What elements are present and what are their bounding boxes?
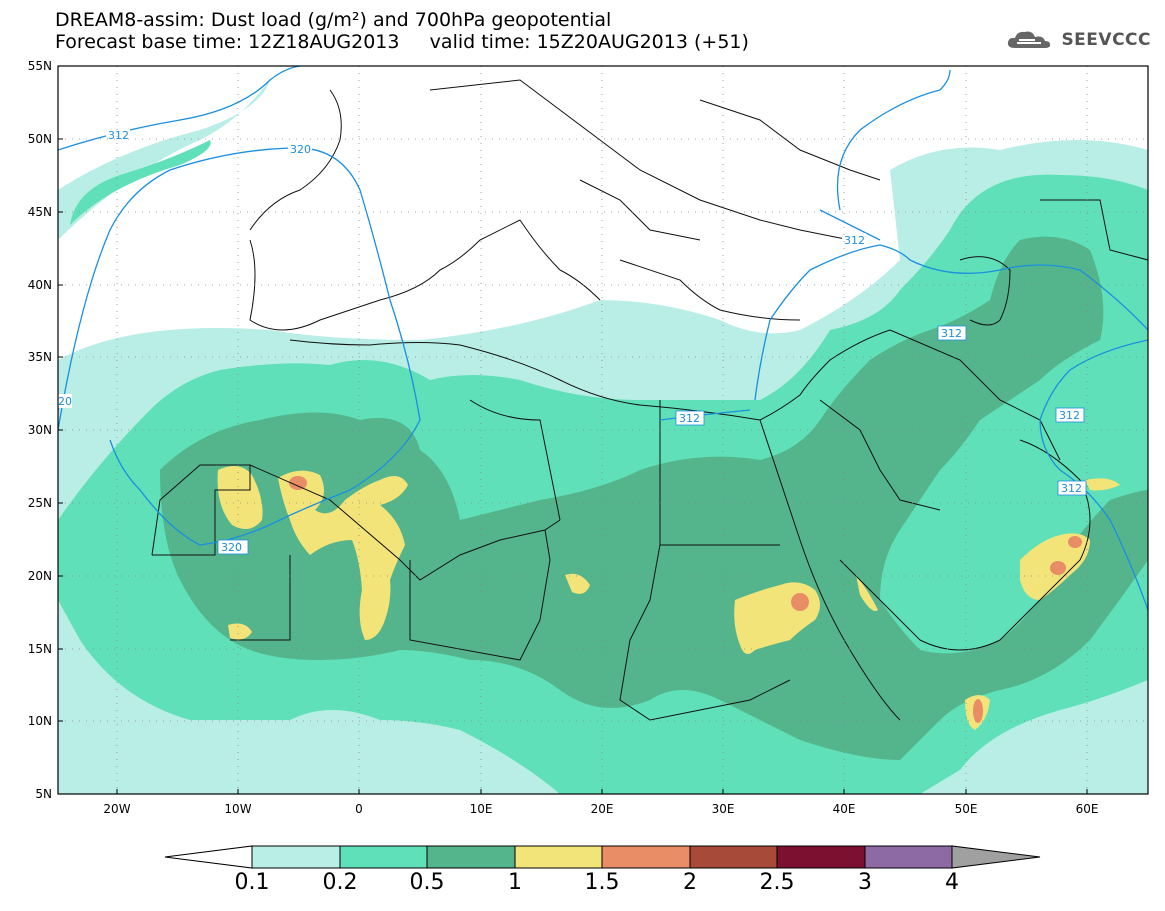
dust-level-0-5 — [160, 236, 1148, 760]
contour-label: 312 — [941, 327, 962, 340]
colorbar-label: 0.5 — [409, 870, 445, 895]
chart-title-line-2: Forecast base time: 12Z18AUG2013 valid t… — [55, 31, 749, 53]
colorbar-lower-arrow — [164, 845, 253, 869]
colorbar-label: 1.5 — [584, 870, 620, 895]
country-borders — [151, 79, 1148, 721]
colorbar-swatch — [426, 845, 516, 869]
colorbar-label: 0.2 — [322, 870, 358, 895]
contour-label: 320 — [221, 541, 242, 554]
lon-label: 10E — [470, 802, 493, 816]
colorbar-swatch — [864, 845, 953, 869]
latitude-ticks — [58, 138, 63, 722]
colorbar-label: 2 — [683, 870, 697, 895]
lon-label: 30E — [712, 802, 735, 816]
lon-label: 20E — [591, 802, 614, 816]
lat-label: 40N — [28, 278, 52, 292]
contour-label: 312 — [108, 129, 129, 142]
graticule — [58, 66, 1148, 794]
seevccc-logo: SEEVCCC — [1005, 28, 1151, 52]
contour-label: 312 — [1059, 409, 1080, 422]
lat-label: 15N — [28, 642, 52, 656]
lat-label: 45N — [28, 205, 52, 219]
longitude-ticks — [116, 789, 1088, 794]
colorbar-upper-arrow — [951, 845, 1041, 869]
contour-label: 312 — [844, 234, 865, 247]
colorbar-label: 0.1 — [234, 870, 270, 895]
logo-text: SEEVCCC — [1061, 30, 1151, 50]
colorbar-swatch — [339, 845, 428, 869]
lon-label: 0 — [355, 802, 363, 816]
lat-label: 10N — [28, 714, 52, 728]
contour-label: 20 — [58, 395, 72, 408]
dust-level-1-5 — [289, 476, 1082, 723]
lon-label: 20W — [103, 802, 130, 816]
lon-label: 50E — [955, 802, 978, 816]
longitude-axis: 20W 10W 0 10E 20E 30E 40E 50E 60E — [103, 802, 1098, 816]
lat-label: 50N — [28, 132, 52, 146]
lon-label: 60E — [1076, 802, 1099, 816]
lat-label: 25N — [28, 496, 52, 510]
colorbar-label: 1 — [508, 870, 522, 895]
cloud-icon — [1008, 31, 1051, 48]
colorbar-label: 3 — [858, 870, 872, 895]
contour-label: 312 — [679, 412, 700, 425]
contour-labels: 312 320 312 20 312 320 312 312 312 — [58, 128, 1087, 555]
contour-label: 320 — [290, 143, 311, 156]
colorbar-swatch — [601, 845, 691, 869]
chart-title-line-1: DREAM8-assim: Dust load (g/m²) and 700hP… — [55, 9, 612, 31]
latitude-axis: 55N 50N 45N 40N 35N 30N 25N 20N 15N 10N … — [28, 59, 52, 801]
colorbar-swatch — [689, 845, 778, 869]
lat-label: 30N — [28, 423, 52, 437]
colorbar-label: 2.5 — [759, 870, 795, 895]
lat-label: 55N — [28, 59, 52, 73]
colorbar-swatch — [776, 845, 866, 869]
colorbar-swatch — [251, 845, 341, 869]
contour-label: 312 — [1061, 482, 1082, 495]
lat-label: 5N — [35, 787, 52, 801]
colorbar — [164, 845, 1041, 869]
lat-label: 20N — [28, 569, 52, 583]
colorbar-swatch — [514, 845, 603, 869]
colorbar-label: 4 — [945, 870, 959, 895]
lon-label: 10W — [224, 802, 251, 816]
lat-label: 35N — [28, 350, 52, 364]
lon-label: 40E — [833, 802, 856, 816]
